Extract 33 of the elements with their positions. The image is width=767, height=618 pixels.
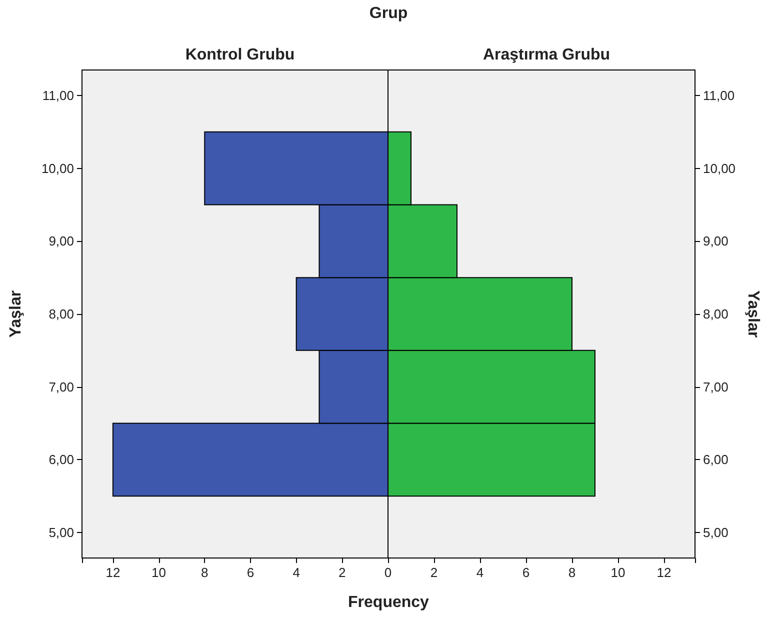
y-tick-label: 6,00 (703, 452, 728, 468)
x-tick-label: 4 (292, 565, 300, 580)
x-tick-label: 2 (338, 565, 346, 580)
x-tick-label: 2 (430, 565, 438, 580)
text: Grup (368, 5, 409, 23)
chart-title: Kontrol Grubu (185, 46, 295, 64)
y-tick-label: 10,00 (41, 160, 74, 176)
y-tick-label: 5,00 (703, 525, 728, 540)
y-tick-label: 11,00 (42, 88, 74, 103)
x-tick-label: 8 (568, 565, 576, 580)
x-axis-title: Frequency (347, 594, 430, 612)
y-tick-label: 10,00 (703, 160, 736, 176)
y-tick-label: 8,00 (703, 306, 728, 322)
x-tick-label: 6 (522, 565, 530, 580)
y-tick-label: 9,00 (703, 234, 728, 249)
x-tick-label: 12 (106, 565, 120, 580)
y-tick-label: 7,00 (703, 379, 728, 394)
x-tick-label: 10 (152, 565, 166, 580)
chart-title: Araştırma Grubu (482, 46, 610, 64)
y-tick-label: 11,00 (703, 88, 735, 103)
x-tick-label: 4 (476, 565, 484, 580)
x-tick-label: 6 (246, 565, 254, 580)
y-tick-label: 9,00 (48, 234, 74, 249)
y-axis-title: Yaşlar (744, 290, 762, 338)
x-tick-label: 12 (656, 565, 672, 580)
y-axis-title: Yaşlar (8, 290, 24, 338)
x-tick-label: 10 (610, 565, 626, 580)
y-tick-label: 5,00 (48, 525, 74, 540)
y-tick-label: 7,00 (48, 379, 74, 394)
x-tick-label: 0 (384, 565, 392, 580)
y-tick-label: 8,00 (48, 306, 74, 322)
x-tick-label: 8 (201, 565, 208, 580)
y-tick-label: 6,00 (48, 452, 74, 468)
